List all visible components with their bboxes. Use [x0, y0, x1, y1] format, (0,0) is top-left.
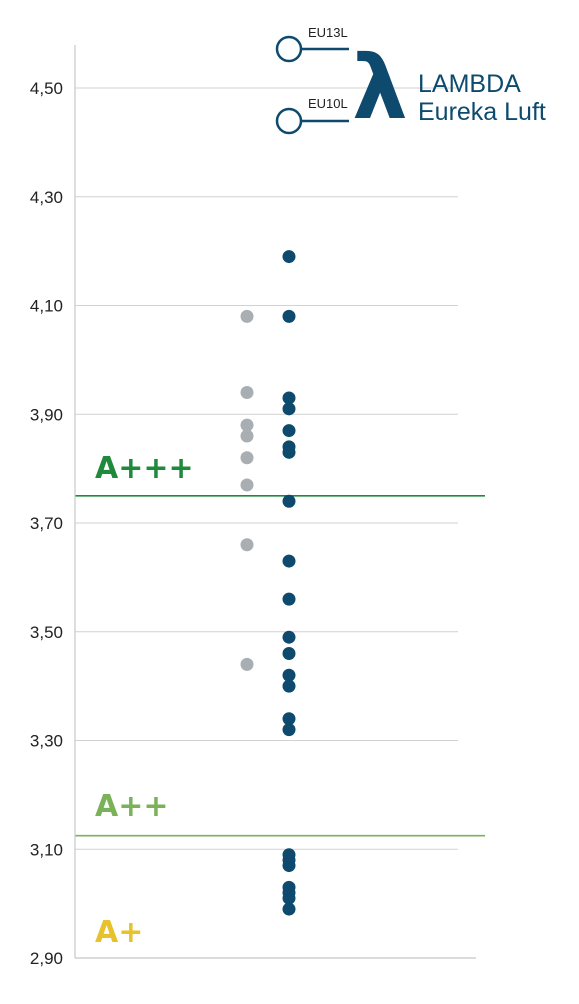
y-tick-label: 3,30	[30, 732, 63, 751]
energy-class-label: A++	[95, 789, 169, 824]
energy-class-labels: A+++ A++ A+	[95, 451, 194, 950]
data-point	[282, 712, 296, 726]
data-point	[282, 494, 296, 508]
callout-ring-lower	[275, 107, 303, 135]
model-callouts: EU13L EU10L	[275, 25, 349, 135]
model-label-lower: EU10L	[308, 96, 348, 111]
energy-class-label: A+++	[95, 451, 194, 486]
energy-class-label: A+	[95, 915, 143, 950]
y-tick-label: 3,50	[30, 623, 63, 642]
data-point	[282, 668, 296, 682]
data-point	[240, 538, 254, 552]
data-point	[240, 657, 254, 671]
y-tick-label: 3,90	[30, 405, 63, 424]
y-tick-label: 4,50	[30, 79, 63, 98]
model-label-upper: EU13L	[308, 25, 348, 40]
data-point	[282, 902, 296, 916]
y-tick-labels: 2,90 3,10 3,30 3,50 3,70 3,90 4,10 4,30 4,50	[30, 79, 63, 968]
data-point	[282, 647, 296, 660]
lambda-logo-icon: λ	[352, 36, 408, 139]
data-point	[240, 309, 254, 323]
data-point	[282, 554, 296, 568]
y-tick-label: 3,10	[30, 840, 63, 859]
data-point	[240, 386, 254, 399]
brand-logo: λ LAMBDA Eureka Luft	[352, 36, 546, 139]
data-point	[282, 891, 296, 905]
class-threshold-lines	[75, 495, 485, 837]
data-point	[240, 418, 254, 432]
y-tick-label: 4,30	[30, 188, 63, 207]
data-point	[282, 424, 296, 438]
brand-name-line2: Eureka Luft	[418, 98, 546, 126]
gridlines	[75, 87, 458, 850]
brand-name-line1: LAMBDA	[418, 70, 521, 98]
data-point	[282, 391, 296, 405]
y-tick-label: 2,90	[30, 949, 63, 968]
y-tick-label: 3,70	[30, 514, 63, 533]
data-point	[282, 250, 296, 264]
data-point	[282, 859, 296, 873]
data-point	[282, 723, 296, 737]
data-point	[282, 309, 296, 323]
y-tick-label: 4,10	[30, 297, 63, 316]
data-point	[282, 630, 296, 644]
data-point	[282, 402, 296, 416]
data-point	[282, 679, 296, 693]
data-point	[282, 592, 296, 606]
data-points	[240, 45, 296, 916]
data-point	[240, 451, 254, 465]
data-point	[240, 478, 254, 492]
data-point	[240, 429, 254, 443]
callout-ring-upper	[275, 35, 303, 63]
data-point	[282, 445, 296, 459]
